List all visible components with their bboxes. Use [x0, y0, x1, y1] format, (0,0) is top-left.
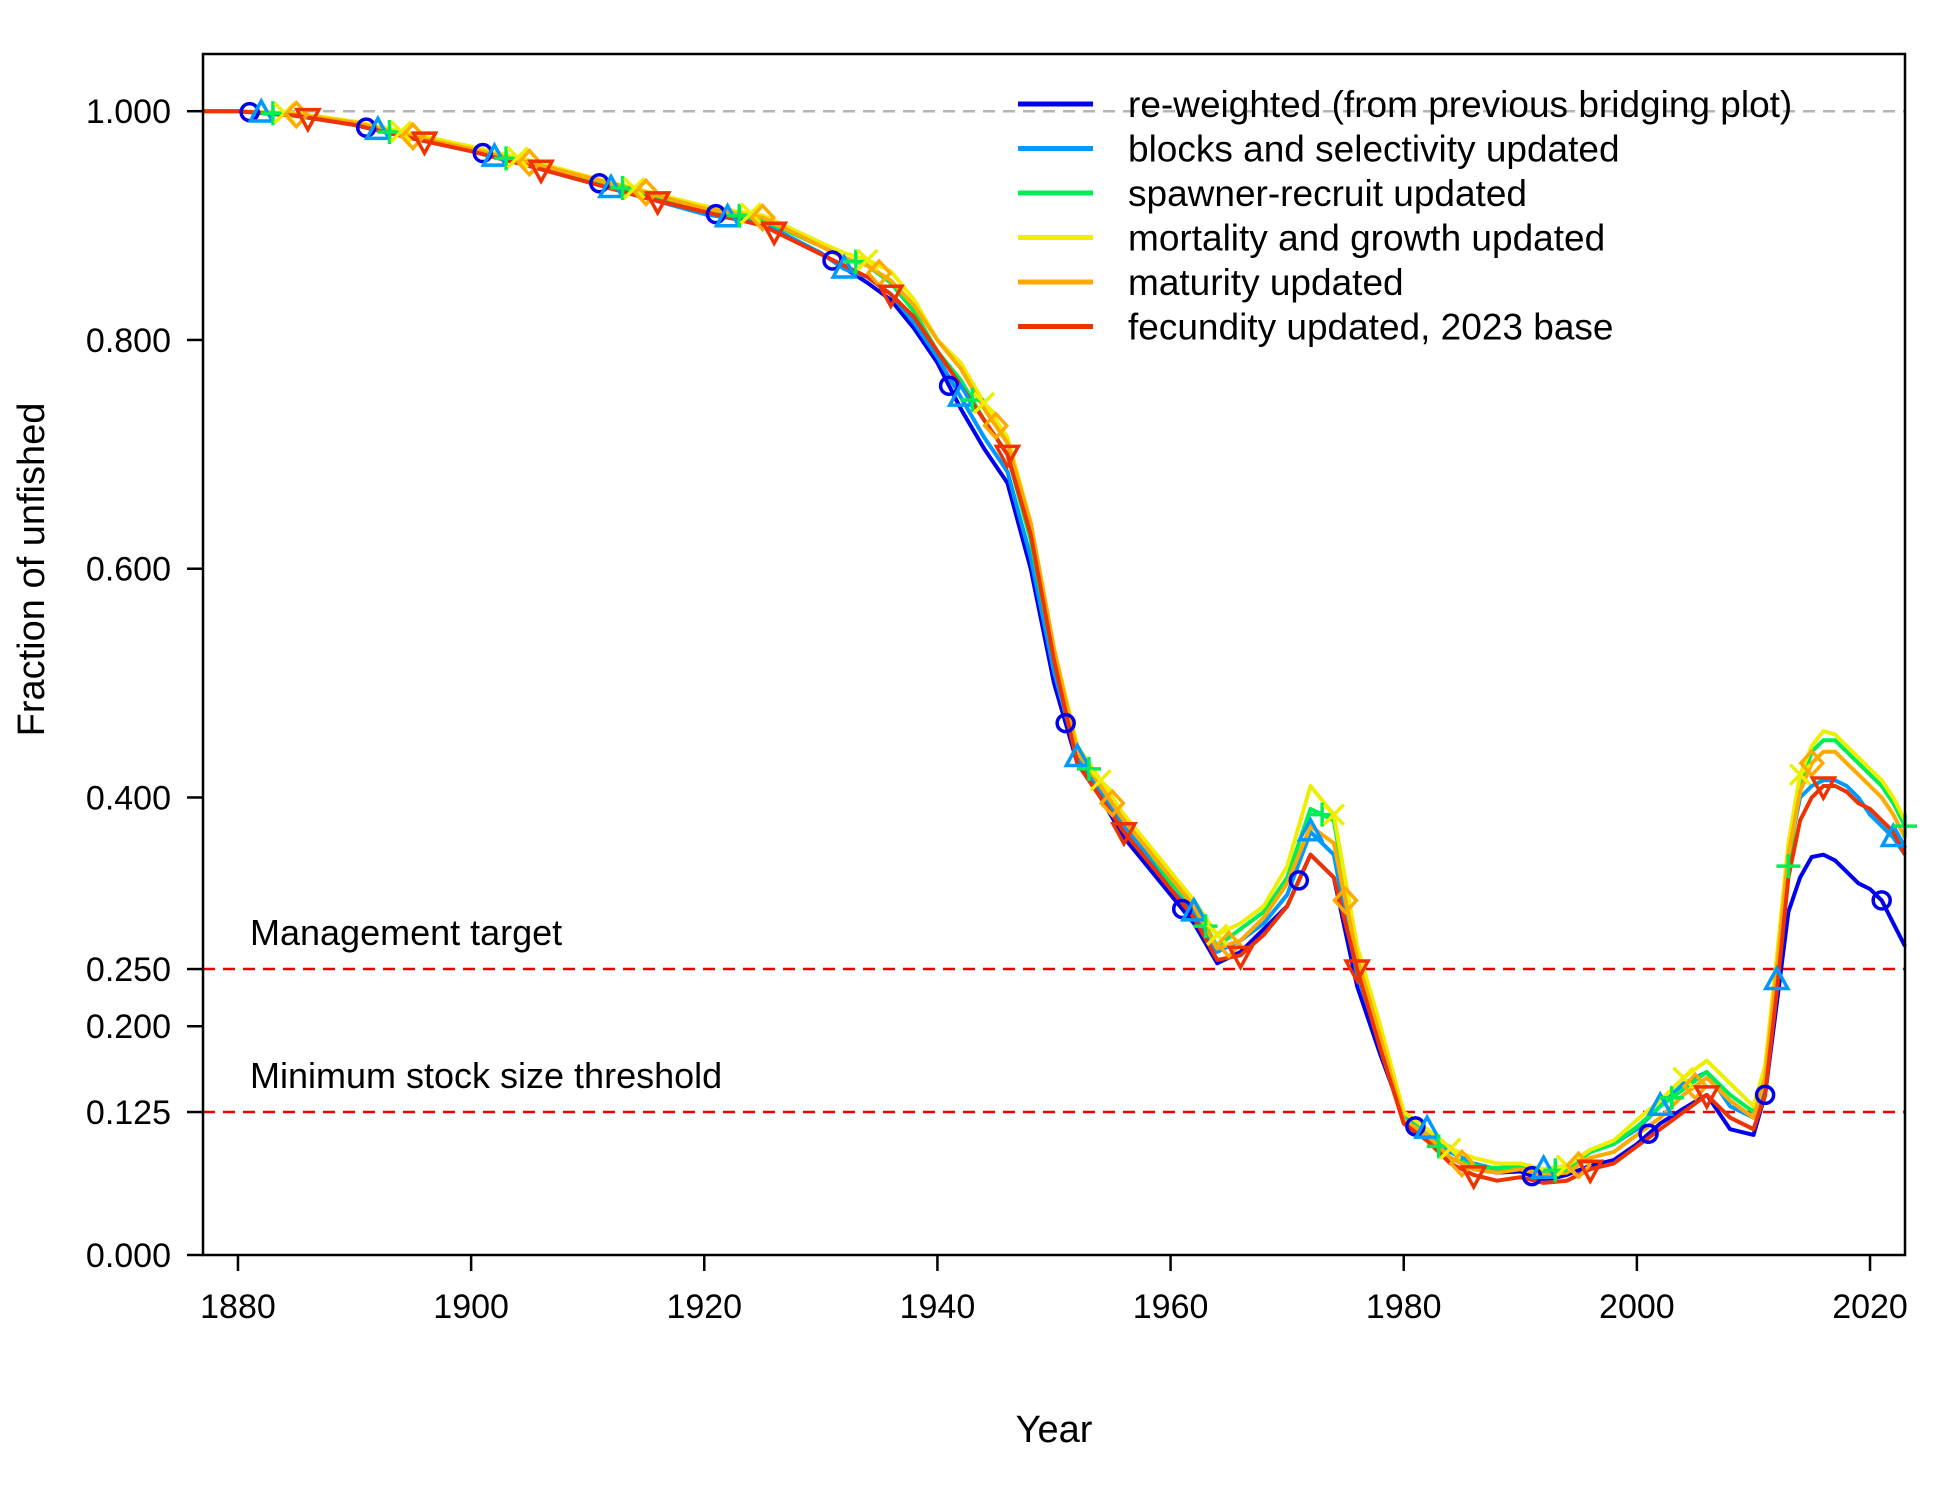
series-6-marker — [1343, 959, 1372, 985]
series-1-marker — [1871, 890, 1892, 911]
y-tick-label: 0.000 — [86, 1237, 171, 1275]
series-5-marker — [516, 148, 543, 178]
series-6-marker — [993, 444, 1022, 470]
series-1-marker — [1288, 870, 1310, 891]
y-tick-label: 1.000 — [86, 93, 171, 131]
y-tick-label: 0.200 — [86, 1008, 171, 1046]
series-2-marker — [1063, 741, 1092, 768]
x-tick-label: 1880 — [200, 1288, 276, 1326]
series-6-marker — [1576, 1159, 1605, 1185]
series-2-marker — [1413, 1113, 1442, 1139]
legend: re-weighted (from previous bridging plot… — [1018, 84, 1792, 348]
series-6-marker — [876, 284, 905, 310]
series-6-marker — [1809, 776, 1838, 802]
legend-label-1: re-weighted (from previous bridging plot… — [1128, 84, 1792, 125]
series-4-marker — [506, 146, 529, 169]
series-6-marker — [1226, 945, 1255, 971]
series-layer — [203, 109, 1907, 1185]
series-1-marker — [938, 375, 960, 396]
series-4-marker — [1322, 803, 1346, 826]
y-axis: 0.000 0.125 0.200 0.250 0.400 0.600 0.800 1.000 — [86, 93, 203, 1275]
series-6-marker — [1109, 822, 1138, 848]
series-5-marker — [1098, 788, 1126, 818]
series-3-marker — [1193, 914, 1218, 939]
series-2-marker — [1179, 896, 1208, 922]
legend-label-4: mortality and growth updated — [1128, 218, 1605, 259]
x-tick-label: 1980 — [1366, 1288, 1442, 1326]
series-line-5 — [203, 109, 1907, 1177]
series-5-marker — [632, 177, 660, 207]
y-axis-title: Fraction of unfished — [11, 403, 53, 737]
minimum-threshold-label: Minimum stock size threshold — [250, 1055, 722, 1096]
series-2-marker — [247, 97, 276, 123]
marker-layer — [239, 97, 1917, 1191]
series-4-marker — [623, 177, 646, 200]
series-4-marker — [1205, 923, 1229, 946]
legend-label-5: maturity updated — [1128, 262, 1404, 303]
series-3-marker — [1076, 756, 1101, 781]
series-5-marker — [1798, 748, 1826, 778]
series-6-marker — [1459, 1165, 1488, 1191]
series-2-marker — [830, 253, 859, 279]
series-2-marker — [363, 114, 392, 141]
series-5-marker — [1332, 885, 1359, 916]
x-tick-label: 1900 — [433, 1288, 509, 1326]
series-2-marker — [480, 141, 509, 167]
series-4-marker — [739, 202, 763, 225]
y-tick-label: 0.250 — [86, 951, 171, 989]
series-3-marker — [377, 120, 402, 145]
management-target-label: Management target — [250, 912, 562, 953]
y-tick-label: 0.400 — [86, 779, 171, 817]
series-3-marker — [260, 101, 285, 126]
series-6-marker — [1692, 1085, 1721, 1111]
series-3-marker — [1659, 1085, 1684, 1110]
series-6-marker — [410, 131, 439, 157]
series-4-marker — [972, 391, 996, 415]
series-5-marker — [1215, 929, 1243, 960]
x-axis-title: Year — [1016, 1409, 1093, 1451]
series-3-marker — [1776, 854, 1801, 879]
x-tick-label: 1940 — [900, 1288, 976, 1326]
series-5-marker — [1681, 1071, 1709, 1101]
x-tick-label: 1960 — [1133, 1288, 1209, 1326]
series-5-marker — [749, 202, 776, 233]
x-tick-label: 2000 — [1599, 1288, 1675, 1326]
plot-frame — [201, 52, 1907, 1257]
series-2-marker — [1646, 1090, 1675, 1117]
series-6-marker — [760, 221, 789, 247]
x-axis: 1880 1900 1920 1940 1960 1980 2000 2020 — [200, 1255, 1908, 1326]
series-2-marker — [1879, 821, 1908, 848]
series-2-marker — [946, 381, 975, 407]
series-3-marker — [610, 176, 635, 201]
series-4-marker — [1672, 1066, 1695, 1089]
legend-label-2: blocks and selectivity updated — [1128, 129, 1620, 170]
series-2-marker — [1529, 1153, 1558, 1179]
series-3-marker — [494, 146, 519, 171]
series-4-marker — [389, 120, 413, 143]
series-5-marker — [982, 411, 1010, 441]
legend-label-6: fecundity updated, 2023 base — [1128, 307, 1614, 348]
y-tick-label: 0.800 — [86, 322, 171, 360]
series-2-marker — [1296, 816, 1325, 842]
series-6-marker — [643, 191, 672, 217]
x-tick-label: 1920 — [666, 1288, 742, 1326]
series-3-marker — [1310, 802, 1335, 827]
series-line-6 — [203, 109, 1907, 1185]
series-6-marker — [527, 159, 556, 185]
series-2-marker — [1762, 964, 1791, 991]
series-6-marker — [293, 107, 322, 134]
y-tick-label: 0.125 — [86, 1094, 171, 1132]
reference-lines — [203, 109, 1905, 1114]
series-5-marker — [1448, 1148, 1476, 1179]
series-1-marker — [1754, 1084, 1776, 1106]
series-4-marker — [1089, 769, 1112, 792]
y-tick-label: 0.600 — [86, 551, 171, 589]
series-1-marker — [1055, 712, 1076, 734]
x-tick-label: 2020 — [1832, 1288, 1908, 1326]
legend-label-3: spawner-recruit updated — [1128, 173, 1527, 214]
series-1-marker — [1638, 1123, 1659, 1145]
